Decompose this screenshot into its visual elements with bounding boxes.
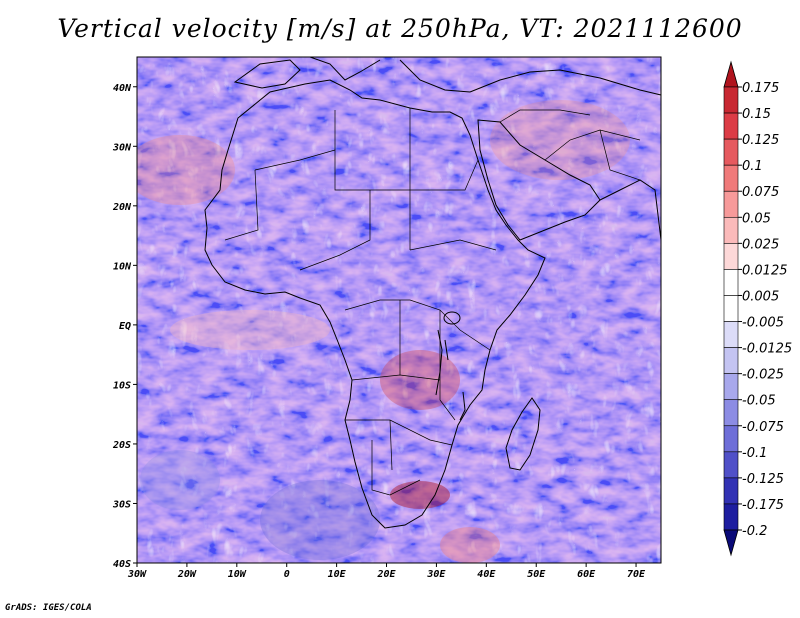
lat-tick-label: 30S xyxy=(112,499,131,510)
colorbar-swatch xyxy=(723,321,739,348)
lon-tick-label: 10E xyxy=(328,569,347,580)
colorbar-label: 0.0125 xyxy=(742,263,788,278)
lon-tick-label: 20W xyxy=(177,569,197,580)
colorbar-swatch xyxy=(723,477,739,505)
grads-credit: GrADS: IGES/COLA xyxy=(5,603,92,613)
lon-tick-label: 40E xyxy=(477,569,496,580)
colorbar-label: 0.15 xyxy=(742,107,771,122)
lon-tick-label: 10W xyxy=(228,569,247,580)
lat-tick-label: 30N xyxy=(112,142,132,153)
lat-tick-label: 20N xyxy=(112,202,132,213)
lat-tick-label: 10N xyxy=(113,261,132,272)
colorbar: 0.175 0.15 0.125 0.1 0.075 0.05 0.025 0.0125 0.0… xyxy=(723,60,792,557)
colorbar-label: 0.005 xyxy=(742,289,779,304)
lat-tick-label: 10S xyxy=(113,380,131,391)
colorbar-label: 0.1 xyxy=(742,159,763,174)
longitude-axis: 30W 20W 10W 0 10E 20E 30E 40E 50E 60E 70E xyxy=(127,563,646,580)
colorbar-label: -0.025 xyxy=(742,368,784,383)
lon-tick-label: 20E xyxy=(376,569,396,580)
colorbar-label: -0.0125 xyxy=(742,342,792,357)
lon-tick-label: 30W xyxy=(127,569,147,580)
colorbar-label: 0.175 xyxy=(742,81,779,96)
colorbar-label: -0.075 xyxy=(742,420,784,435)
colorbar-label: 0.125 xyxy=(742,133,779,148)
lon-tick-label: 50E xyxy=(527,569,546,580)
colorbar-swatch xyxy=(723,190,739,218)
lon-tick-label: 60E xyxy=(577,569,596,580)
colorbar-swatch xyxy=(723,138,739,166)
colorbar-swatch xyxy=(723,269,739,296)
colorbar-swatch xyxy=(723,373,739,401)
colorbar-swatch xyxy=(723,503,739,531)
colorbar-top-arrow xyxy=(723,60,739,88)
colorbar-swatch xyxy=(723,399,739,427)
lon-tick-label: 70E xyxy=(627,569,646,580)
colorbar-label: -0.175 xyxy=(742,498,784,513)
colorbar-label: 0.05 xyxy=(742,211,771,226)
colorbar-swatch xyxy=(723,451,739,479)
lat-tick-label: 40N xyxy=(113,83,132,94)
velocity-field xyxy=(137,57,661,563)
lon-tick-label: 0 xyxy=(284,569,290,580)
colorbar-label: 0.075 xyxy=(742,185,779,200)
colorbar-label: 0.025 xyxy=(742,237,779,252)
lon-tick-label: 30E xyxy=(426,569,446,580)
colorbar-label: -0.05 xyxy=(742,394,776,409)
colorbar-swatch xyxy=(723,347,739,374)
lat-tick-label: 20S xyxy=(112,440,131,451)
colorbar-swatch xyxy=(723,164,739,192)
country-borders xyxy=(224,108,641,496)
colorbar-label: -0.005 xyxy=(742,316,784,331)
colorbar-swatch xyxy=(723,86,739,114)
lat-tick-label: EQ xyxy=(119,321,131,332)
colorbar-label: -0.1 xyxy=(742,446,767,461)
lat-tick-label: 40S xyxy=(113,559,131,570)
colorbar-swatch xyxy=(723,112,739,140)
chart-title: Vertical velocity [m/s] at 250hPa, VT: 2… xyxy=(57,14,743,43)
colorbar-label: -0.125 xyxy=(742,472,784,487)
colorbar-swatch xyxy=(723,425,739,453)
colorbar-swatch xyxy=(723,243,739,270)
colorbar-swatch xyxy=(723,295,739,322)
lakes xyxy=(435,311,466,421)
colorbar-label: -0.2 xyxy=(742,524,767,539)
colorbar-swatch xyxy=(723,216,739,244)
colorbar-bottom-arrow xyxy=(723,529,739,557)
latitude-axis: 40N 30N 20N 10N EQ 10S 20S 30S 40S xyxy=(112,83,137,570)
plot-frame xyxy=(136,56,662,564)
coastlines xyxy=(204,56,662,529)
